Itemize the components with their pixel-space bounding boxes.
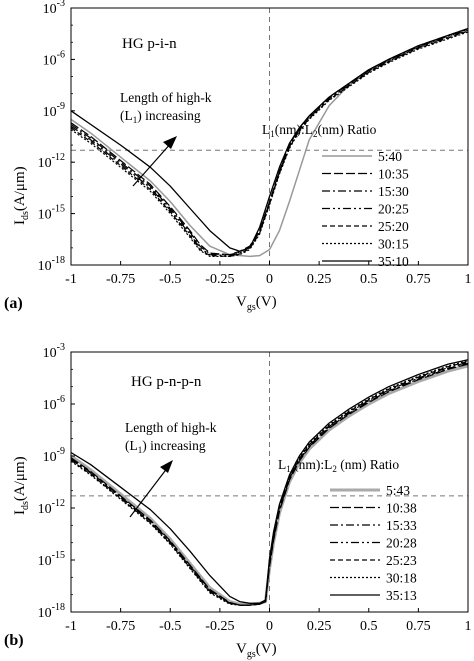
panel-b-ytick-label: 10-6 (43, 394, 65, 413)
panel-b-annotation-line1: Length of high-k (125, 420, 217, 435)
panel-a-legend-label: 35:10 (378, 254, 409, 269)
panel-b-xtick-label: -0.5 (159, 619, 181, 634)
panel-a-series-line-35-10 (70, 27, 469, 252)
panel-a-xlabel: Vgs(V) (236, 294, 277, 313)
panel-b-yticks: 10-18 10-15 10-12 10-9 10-6 10-3 (38, 342, 75, 621)
panel-a-ytick-label: 10-12 (38, 152, 65, 171)
panel-b-xtick-label: 1 (465, 619, 472, 634)
panel-a-annotation-line1: Length of high-k (120, 90, 212, 105)
panel-b-legend-label: 30:18 (386, 571, 417, 586)
panel-a-xtick-label: -0.5 (159, 272, 181, 287)
panel-b-xtick-label: -1 (65, 619, 77, 634)
panel-a-legend-label: 25:20 (378, 219, 409, 234)
panel-b-xtick-label: -0.25 (205, 619, 234, 634)
panel-a-xtick-label: 0.5 (360, 272, 378, 287)
panel-a-arrow-head (163, 136, 177, 149)
panel-a-xtick-label: 0.75 (406, 272, 431, 287)
panel-a-legend-label: 15:30 (378, 184, 409, 199)
panel-b-ylabel: Ids(A/μm) (12, 456, 31, 515)
panel-a-ytick-label: 10-15 (38, 204, 65, 223)
panel-a-annotation-line2: (L1) increasing (120, 108, 201, 125)
panel-a-legend-title: L1(nm):L2(nm) Ratio (262, 122, 377, 139)
panel-b-ytick-label: 10-12 (38, 498, 65, 517)
panel-b-legend-label: 10:38 (386, 501, 417, 516)
panel-a-xtick-label: -1 (65, 272, 77, 287)
panel-b-legend-title: L1 (nm):L2 (nm) Ratio (278, 457, 399, 474)
panel-a-xtick-label: 0 (266, 272, 273, 287)
panel-a-xtick-label: 1 (465, 272, 472, 287)
panel-a-legend-label: 20:25 (378, 202, 409, 217)
panel-b-xtick-label: -0.75 (106, 619, 135, 634)
panel-b-legend: 5:43 10:38 15:33 20:28 25:23 30:18 35:13 (330, 483, 417, 603)
panel-b-legend-label: 15:33 (386, 518, 417, 533)
panel-a-label: (a) (4, 295, 23, 312)
panel-b-xticks: -1 -0.75 -0.5 -0.25 0 0.25 0.5 0.75 1 (65, 608, 472, 634)
panel-b-ytick-label: 10-3 (43, 342, 65, 361)
panel-b-legend-label: 35:13 (386, 588, 417, 603)
panel-b-legend-label: 5:43 (386, 483, 410, 498)
panel-a-xtick-label: -0.75 (106, 272, 135, 287)
panel-a-yticks: 10-18 10-15 10-12 10-9 10-6 10-3 (38, 0, 75, 274)
panel-a-xticks: -1 -0.75 -0.5 -0.25 0 0.25 0.5 0.75 1 (65, 261, 472, 287)
panel-b-legend-label: 20:28 (386, 536, 417, 551)
panel-a-ylabel: Ids(A/μm) (12, 166, 31, 225)
panel-b-xlabel: Vgs(V) (236, 641, 277, 660)
panel-a-xtick-label: 0.25 (307, 272, 332, 287)
panel-b-ytick-label: 10-9 (43, 446, 65, 465)
panel-a-series (70, 27, 469, 258)
panel-a-legend-label: 30:15 (378, 237, 409, 252)
panel-a-annotation-arrow (132, 141, 173, 187)
panel-b-title: HG p-n-p-n (131, 374, 202, 390)
panel-b-ytick-label: 10-15 (38, 550, 65, 569)
panel-a-title: HG p-i-n (122, 36, 177, 52)
panel-b-ytick-label: 10-18 (38, 602, 65, 621)
panel-a-ytick-label: 10-6 (43, 49, 65, 68)
panel-a-ytick-label: 10-18 (38, 255, 65, 274)
panel-a-ytick-label: 10-3 (43, 0, 65, 17)
panel-b-series (70, 359, 469, 606)
panel-a-legend-label: 10:35 (378, 167, 409, 182)
panel-a-legend: 5:40 10:35 15:30 20:25 25:20 30:15 35:10 (322, 149, 409, 269)
panel-b-annotation-line2: (L1) increasing (125, 438, 206, 455)
panel-a-legend-label: 5:40 (378, 149, 402, 164)
panel-a: -1 -0.75 -0.5 -0.25 0 0.25 0.5 0.75 1 10-18 10-15… (4, 0, 472, 313)
panel-b-xtick-label: 0 (266, 619, 273, 634)
panel-a-xtick-label: -0.25 (205, 272, 234, 287)
panel-b: -1 -0.75 -0.5 -0.25 0 0.25 0.5 0.75 1 10-18 10-15… (4, 342, 472, 660)
panel-b-label: (b) (4, 632, 24, 649)
panel-a-series-line-30-15 (70, 31, 469, 257)
panel-b-annotation-arrow (129, 466, 169, 518)
panel-b-xtick-label: 0.25 (307, 619, 332, 634)
panel-b-legend-label: 25:23 (386, 553, 417, 568)
panel-b-arrow-head (160, 460, 173, 473)
panel-b-series-line-35-13 (70, 359, 469, 604)
panel-b-xtick-label: 0.75 (406, 619, 431, 634)
panel-a-ytick-label: 10-9 (43, 101, 65, 120)
panel-b-xtick-label: 0.5 (360, 619, 378, 634)
